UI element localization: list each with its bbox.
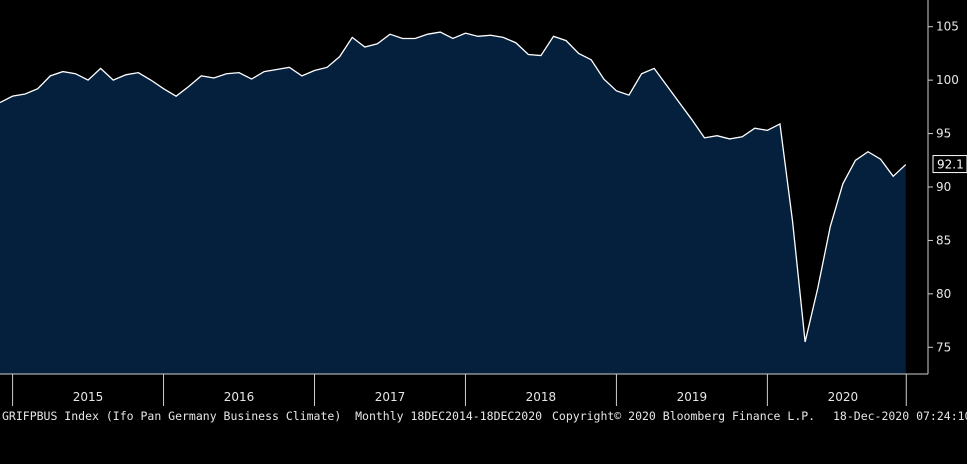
y-tick-label-90: 90 (936, 180, 951, 194)
x-year-label-2015: 2015 (73, 390, 104, 404)
series-line (0, 31, 907, 343)
area-fill (0, 32, 906, 375)
last-value-box (932, 155, 967, 174)
y-tick-label-100: 100 (936, 73, 959, 87)
chart-footer: GRIFPBUS Index (Ifo Pan Germany Business… (0, 408, 967, 426)
x-year-label-2019: 2019 (677, 390, 708, 404)
axes: 75 80 85 90 95 100 105 2015 2016 2017 2018 2019 2020… (0, 0, 967, 406)
x-year-label-2016: 2016 (224, 390, 255, 404)
y-tick-label-105: 105 (936, 20, 959, 34)
y-tick-label-85: 85 (936, 233, 951, 247)
y-tick-label-95: 95 (936, 127, 951, 141)
x-year-label-2020: 2020 (828, 390, 859, 404)
x-year-label-2018: 2018 (526, 390, 557, 404)
footer-copyright: Copyright© 2020 Bloomberg Finance L.P. (552, 409, 816, 423)
ifo-business-climate-chart: 75 80 85 90 95 100 105 2015 2016 2017 2018 2019 2020… (0, 0, 967, 406)
y-tick-label-75: 75 (936, 340, 951, 354)
x-year-label-2017: 2017 (375, 390, 406, 404)
y-tick-label-80: 80 (936, 287, 951, 301)
footer-index-description: GRIFPBUS Index (Ifo Pan Germany Business… (2, 409, 543, 423)
last-value-label: 92.1 (937, 158, 964, 172)
plot-area (0, 31, 907, 375)
footer-timestamp: 18-Dec-2020 07:24:10 (833, 409, 967, 423)
